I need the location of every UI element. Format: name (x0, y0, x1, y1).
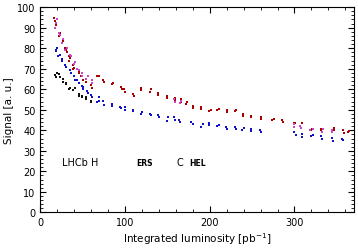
Text: HEL: HEL (189, 158, 206, 168)
Text: C: C (176, 158, 183, 168)
Text: ERS: ERS (136, 158, 153, 168)
Y-axis label: Signal [a. u.]: Signal [a. u.] (4, 77, 14, 144)
Text: LHCb H: LHCb H (62, 158, 98, 168)
X-axis label: Integrated luminosity [pb$^{-1}$]: Integrated luminosity [pb$^{-1}$] (123, 230, 271, 246)
